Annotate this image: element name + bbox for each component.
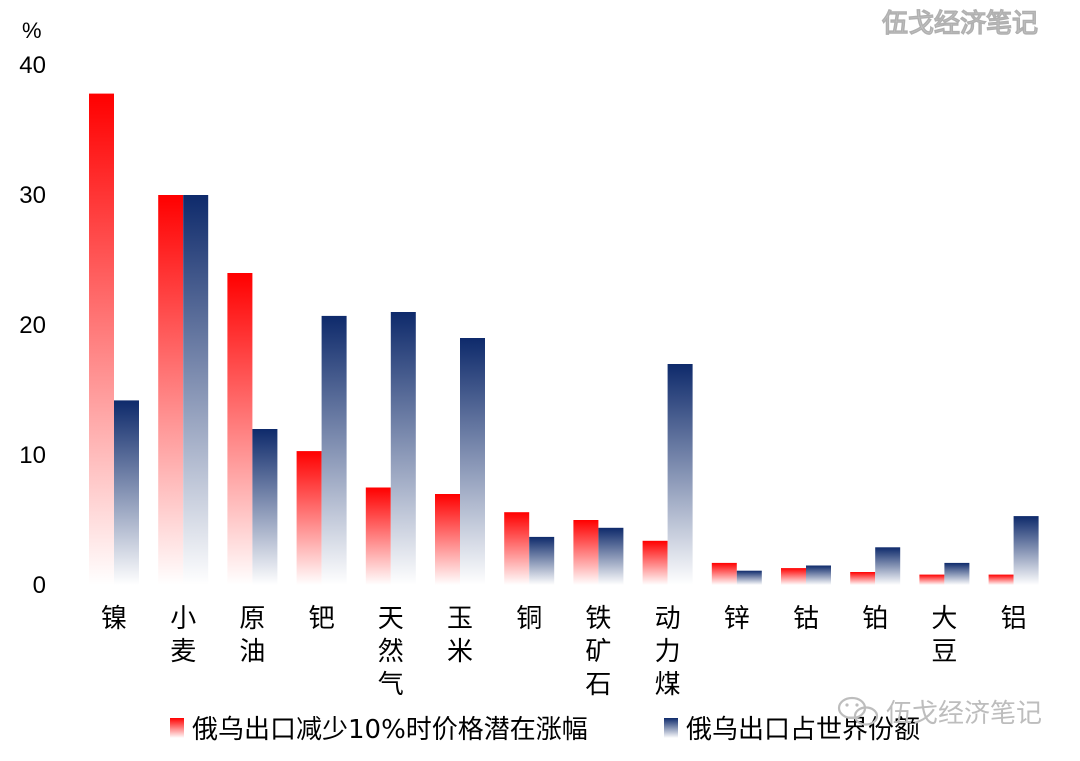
y-unit-label: %: [22, 18, 42, 43]
bar-price-rise: [158, 195, 184, 585]
bar-price-rise: [504, 512, 530, 585]
x-tick-label: 铜: [516, 604, 542, 634]
bar-price-rise: [296, 451, 322, 585]
x-tick-label: 锌: [724, 604, 750, 634]
bar-export-share: [321, 315, 347, 585]
x-tick-label: 玉米: [447, 604, 473, 667]
watermark-top: 伍戈经济笔记: [882, 8, 1038, 39]
bar-price-rise: [573, 520, 599, 585]
x-tick-label: 镍: [101, 604, 127, 634]
y-tick-label: 0: [33, 572, 46, 599]
bar-price-rise: [642, 540, 668, 585]
bar-export-share: [1013, 516, 1039, 585]
x-tick-label: 小麦: [170, 604, 196, 667]
x-tick-label: 铂: [862, 604, 888, 634]
x-tick-label: 钴: [793, 604, 819, 634]
bar-export-share: [252, 429, 278, 585]
x-tick-label: 天然气: [378, 604, 404, 700]
y-tick-label: 10: [19, 442, 46, 469]
watermark-bottom-group: 伍戈经济笔记: [837, 696, 1042, 729]
legend: 俄乌出口减少10%时价格潜在涨幅 俄乌出口占世界份额: [170, 715, 920, 745]
bar-export-share: [598, 527, 624, 585]
bar-price-rise: [365, 487, 391, 585]
bar-export-share: [114, 400, 139, 585]
x-tick-label: 铁矿石: [585, 604, 611, 700]
bars: [89, 93, 1039, 585]
bar-price-rise: [89, 93, 114, 585]
bar-price-rise: [850, 572, 876, 585]
bar-export-share: [183, 195, 209, 585]
bar-export-share: [390, 312, 416, 585]
x-tick-label: 铝: [1001, 604, 1027, 634]
x-tick-label: 原油: [239, 604, 265, 667]
x-tick-label: 钯: [309, 604, 335, 634]
x-tick-label: 大豆: [931, 604, 957, 667]
y-tick-label: 20: [19, 312, 46, 339]
bar-export-share: [875, 547, 901, 585]
bar-export-share: [529, 536, 555, 585]
bar-export-share: [736, 570, 762, 585]
bar-price-rise: [781, 568, 806, 585]
y-tick-label: 30: [19, 182, 46, 209]
bar-export-share: [944, 562, 970, 585]
y-axis-ticks: 0 10 20 30 40: [19, 52, 46, 599]
legend-swatch-red: [170, 718, 184, 738]
y-tick-label: 40: [19, 52, 46, 79]
bar-price-rise: [711, 562, 737, 585]
bar-export-share: [806, 565, 831, 585]
bar-price-rise: [919, 574, 945, 585]
bar-price-rise: [435, 494, 460, 585]
bar-price-rise: [227, 273, 253, 585]
x-tick-label: 动力煤: [655, 604, 681, 700]
bar-export-share: [667, 364, 693, 585]
legend-swatch-navy: [664, 718, 678, 738]
watermark-bottom: 伍戈经济笔记: [886, 699, 1042, 729]
bar-export-share: [460, 338, 485, 585]
wechat-icon: [837, 696, 879, 726]
bar-price-rise: [988, 574, 1014, 585]
legend-label-price-rise: 俄乌出口减少10%时价格潜在涨幅: [192, 715, 588, 745]
legend-label-export-share: 俄乌出口占世界份额: [686, 715, 920, 745]
